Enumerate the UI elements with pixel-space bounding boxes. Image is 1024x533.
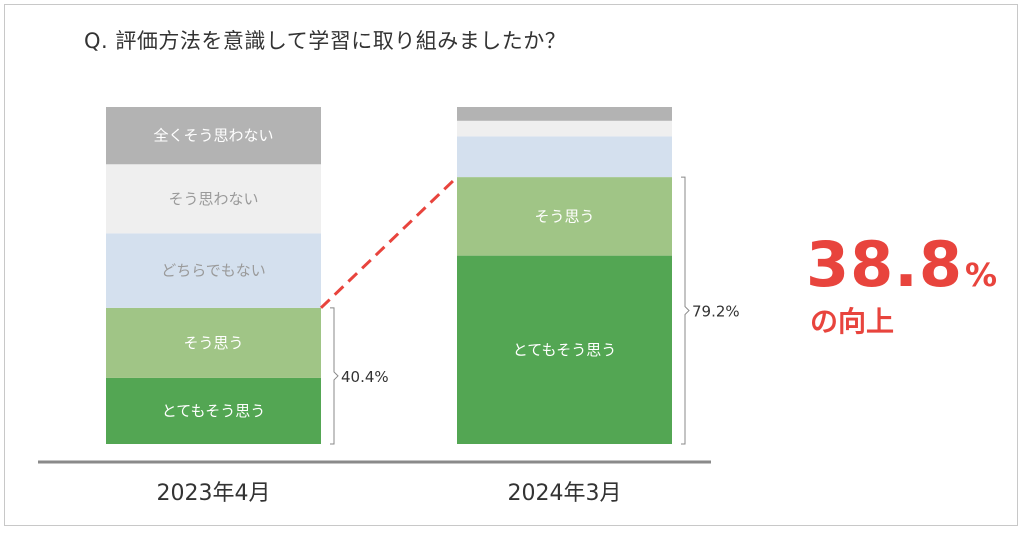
- bar-segment: [457, 120, 672, 137]
- segment-label: そう思う: [534, 207, 594, 225]
- category-label: 2023年4月: [157, 481, 271, 506]
- segment-label: とてもそう思う: [513, 341, 617, 359]
- segment-label: そう思う: [183, 334, 243, 352]
- bar-segment: [457, 107, 672, 121]
- bar-segment: [106, 307, 321, 378]
- bar-segment: [106, 233, 321, 308]
- bar-segment: [106, 107, 321, 165]
- segment-label: とてもそう思う: [162, 402, 266, 420]
- bar-segment: [457, 255, 672, 444]
- bracket-label: 79.2%: [692, 303, 740, 321]
- question-title: Q. 評価方法を意識して学習に取り組みましたか？: [84, 29, 567, 53]
- bar-segment: [106, 377, 321, 444]
- category-label: 2024年3月: [508, 481, 622, 506]
- segment-label: そう思わない: [168, 190, 258, 208]
- bar-segment: [106, 164, 321, 234]
- improvement-value: 38.8%: [806, 228, 997, 301]
- improvement-number: 38.8: [806, 228, 963, 301]
- segment-label: どちらでもない: [161, 262, 266, 280]
- bar-segment: [457, 136, 672, 178]
- bracket: [681, 176, 690, 445]
- bar-segment: [457, 177, 672, 256]
- connector-line: [319, 176, 459, 309]
- bracket: [330, 307, 339, 445]
- improvement-unit: %: [964, 256, 998, 294]
- improvement-caption: の向上: [810, 305, 895, 338]
- bracket-label: 40.4%: [341, 368, 389, 386]
- segment-label: 全くそう思わない: [153, 127, 273, 145]
